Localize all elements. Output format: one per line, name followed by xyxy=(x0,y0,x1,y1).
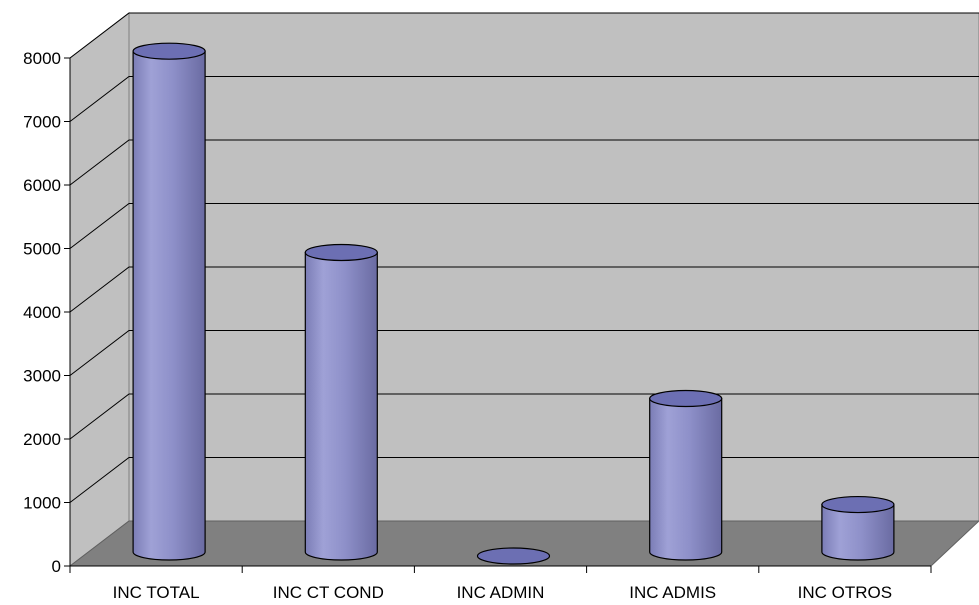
y-tick-label: 7000 xyxy=(23,113,61,132)
bar-top xyxy=(132,42,206,60)
gridline xyxy=(69,12,979,59)
bar xyxy=(476,547,551,565)
y-tick-label: 5000 xyxy=(23,240,61,259)
bar xyxy=(304,243,378,561)
bar-body xyxy=(821,503,895,561)
y-tick-label: 2000 xyxy=(23,430,61,449)
y-tick-label: 6000 xyxy=(23,176,61,195)
x-category-label: INC ADMIS xyxy=(629,583,716,602)
bar-top xyxy=(649,389,723,408)
x-category-label: INC ADMIN xyxy=(457,583,545,602)
gridline xyxy=(69,139,979,186)
gridline xyxy=(69,76,979,122)
y-tick-label: 0 xyxy=(52,557,61,576)
y-tick-label: 3000 xyxy=(23,367,61,386)
bars xyxy=(132,42,895,565)
x-category-label: INC CT COND xyxy=(273,583,384,602)
gridline xyxy=(69,266,979,313)
bar-body xyxy=(304,251,378,561)
y-axis-ticks: 0 1000 2000 3000 4000 5000 6000 7000 8000 xyxy=(23,49,70,576)
bar-body xyxy=(649,397,723,561)
bar xyxy=(132,42,206,561)
bar-body xyxy=(132,50,206,561)
x-category-label: INC OTROS xyxy=(798,583,892,602)
chart-walls xyxy=(68,11,979,568)
gridlines xyxy=(69,12,979,503)
bar-top xyxy=(821,495,895,514)
x-category-label: INC TOTAL xyxy=(113,583,200,602)
gridline xyxy=(69,203,979,249)
bar-top xyxy=(304,243,378,262)
x-axis-labels: INC TOTAL INC CT COND INC ADMIN INC ADMIS IN… xyxy=(113,583,892,602)
y-tick-label: 1000 xyxy=(23,494,61,513)
bar xyxy=(649,389,723,561)
y-tick-label: 4000 xyxy=(23,303,61,322)
y-tick-label: 8000 xyxy=(23,49,61,68)
bar-top xyxy=(476,547,551,565)
gridline xyxy=(69,330,979,376)
bar xyxy=(821,495,895,561)
